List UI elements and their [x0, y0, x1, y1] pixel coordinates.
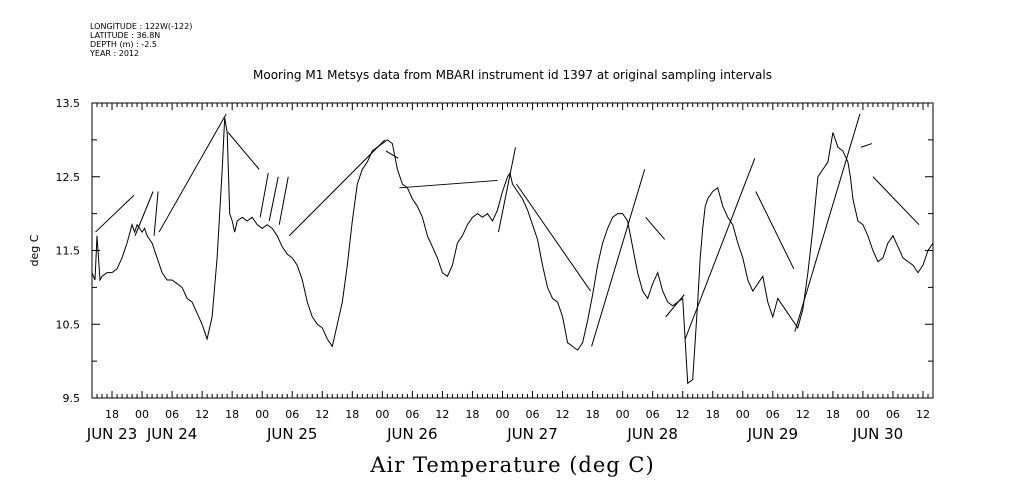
temperature-spike: [385, 150, 399, 159]
temperature-spike: [872, 176, 920, 226]
date-label: JUN 30: [852, 425, 903, 443]
temperature-spike: [794, 113, 861, 332]
air-temperature-line: [91, 117, 934, 385]
temperature-spike: [134, 191, 154, 236]
temperature-spike: [684, 158, 756, 340]
y-tick-label: 9.5: [63, 392, 81, 405]
date-label: JUN 23: [86, 425, 137, 443]
year-label: YEAR : 2012: [90, 49, 140, 58]
date-label: JUN 26: [386, 425, 437, 443]
x-tick-label: 12: [195, 408, 209, 421]
x-tick-label: 12: [315, 408, 329, 421]
temperature-spike: [158, 113, 227, 233]
axis-ticks: [91, 102, 934, 399]
x-tick-label: 00: [135, 408, 149, 421]
temperature-spike: [288, 139, 386, 237]
x-tick-label: 06: [285, 408, 299, 421]
x-tick-label: 06: [886, 408, 900, 421]
x-tick-label: 00: [255, 408, 269, 421]
depth-label: DEPTH (m) : -2.5: [90, 40, 157, 49]
x-tick-label: 12: [916, 408, 930, 421]
date-label: JUN 28: [626, 425, 677, 443]
x-tick-label: 12: [435, 408, 449, 421]
y-axis-label: deg C: [28, 234, 41, 266]
date-labels: JUN 23 JUN 24 JUN 25 JUN 26 JUN 27 JUN 28 JUN …: [86, 425, 903, 443]
date-label: JUN 25: [266, 425, 317, 443]
y-tick-label: 11.5: [56, 245, 81, 258]
x-tick-label: 18: [586, 408, 600, 421]
latitude-label: LATITUDE : 36.8N: [90, 31, 161, 40]
x-tick-label: 12: [556, 408, 570, 421]
y-tick-label: 10.5: [56, 318, 81, 331]
x-tick-label: 00: [495, 408, 509, 421]
temperature-spike: [227, 132, 260, 170]
x-tick-labels: 18 00 06 12 18 00 06 12 18 00 06 12 18 00 06 12 18 00 06 12…: [105, 408, 930, 421]
x-tick-label: 18: [706, 408, 720, 421]
chart-title: Mooring M1 Metsys data from MBARI instru…: [253, 68, 772, 82]
temperature-spike: [516, 183, 592, 292]
y-tick-label: 13.5: [56, 97, 81, 110]
longitude-label: LONGITUDE : 122W(-122): [90, 22, 193, 31]
temperature-spike: [153, 191, 159, 236]
y-tick-labels: 9.5 10.5 11.5 12.5 13.5: [56, 97, 81, 405]
x-tick-label: 00: [736, 408, 750, 421]
x-tick-label: 06: [526, 408, 540, 421]
x-tick-label: 18: [105, 408, 119, 421]
y-tick-label: 12.5: [56, 171, 81, 184]
x-tick-label: 06: [405, 408, 419, 421]
temperature-spike: [268, 176, 279, 222]
date-label: JUN 24: [146, 425, 197, 443]
temperature-spike: [860, 143, 873, 148]
x-tick-label: 12: [676, 408, 690, 421]
temperature-spike: [591, 169, 646, 347]
x-tick-label: 18: [345, 408, 359, 421]
x-tick-label: 00: [616, 408, 630, 421]
x-axis-label: Air Temperature (deg C): [370, 453, 655, 477]
x-tick-label: 00: [375, 408, 389, 421]
temperature-spike: [259, 172, 269, 218]
temperature-spike: [278, 176, 289, 225]
temperature-spike: [399, 179, 498, 189]
temperature-spike: [645, 216, 666, 240]
temperature-spike: [95, 194, 135, 233]
date-label: JUN 27: [506, 425, 557, 443]
x-tick-label: 12: [796, 408, 810, 421]
x-tick-label: 18: [826, 408, 840, 421]
x-tick-label: 00: [856, 408, 870, 421]
plot-frame: [91, 102, 934, 399]
x-tick-label: 06: [646, 408, 660, 421]
temperature-spike: [665, 294, 685, 318]
date-label: JUN 29: [747, 425, 798, 443]
x-tick-label: 06: [766, 408, 780, 421]
x-tick-label: 18: [465, 408, 479, 421]
temperature-spike: [497, 147, 516, 233]
x-tick-label: 06: [165, 408, 179, 421]
series-group: [91, 113, 934, 385]
temperature-spike: [755, 191, 795, 270]
mooring-metadata: LONGITUDE : 122W(-122) LATITUDE : 36.8N …: [90, 22, 192, 58]
x-tick-label: 18: [225, 408, 239, 421]
